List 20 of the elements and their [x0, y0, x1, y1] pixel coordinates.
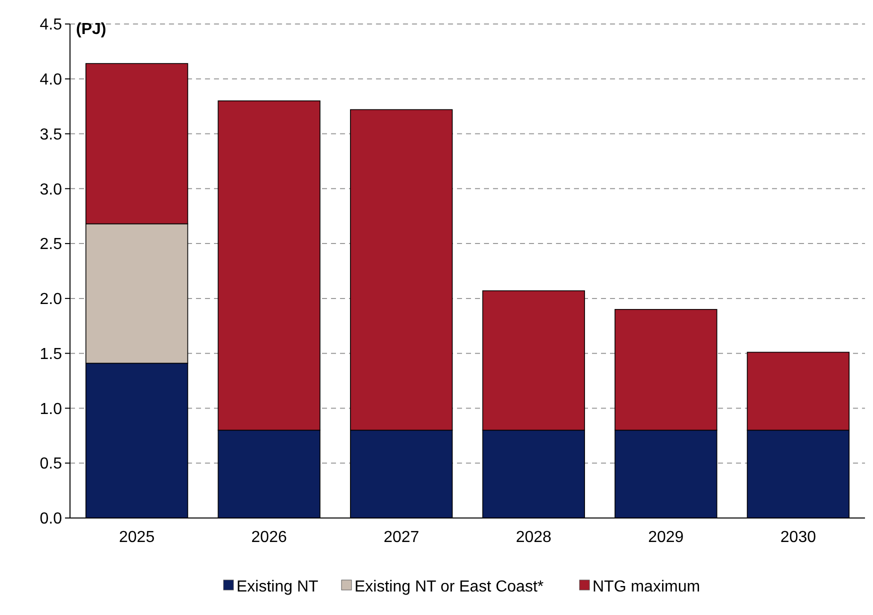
y-tick-label: 4.5	[40, 16, 62, 34]
y-tick-label: 2.0	[40, 291, 62, 308]
legend-label: Existing NT	[236, 578, 319, 596]
y-tick-label: 1.5	[40, 346, 62, 363]
y-tick-label: 4.0	[40, 71, 62, 88]
y-axis-title: (PJ)	[76, 21, 106, 38]
x-tick-label: 2025	[119, 529, 155, 546]
y-tick-label: 3.5	[40, 126, 62, 144]
x-tick-label: 2026	[251, 529, 287, 546]
y-tick-label: 3.0	[40, 181, 62, 198]
x-tick-label: 2030	[780, 529, 816, 546]
x-tick-label: 2029	[648, 529, 684, 546]
legend-label: Existing NT or East Coast*	[354, 578, 544, 596]
x-tick-label: 2028	[516, 529, 552, 546]
y-tick-label: 2.5	[40, 236, 62, 254]
x-tick-label: 2027	[384, 529, 420, 546]
y-tick-label: 0.0	[40, 510, 62, 528]
y-tick-label: 0.5	[40, 456, 62, 473]
legend-label: NTG maximum	[592, 578, 700, 596]
y-tick-label: 1.0	[40, 400, 62, 418]
